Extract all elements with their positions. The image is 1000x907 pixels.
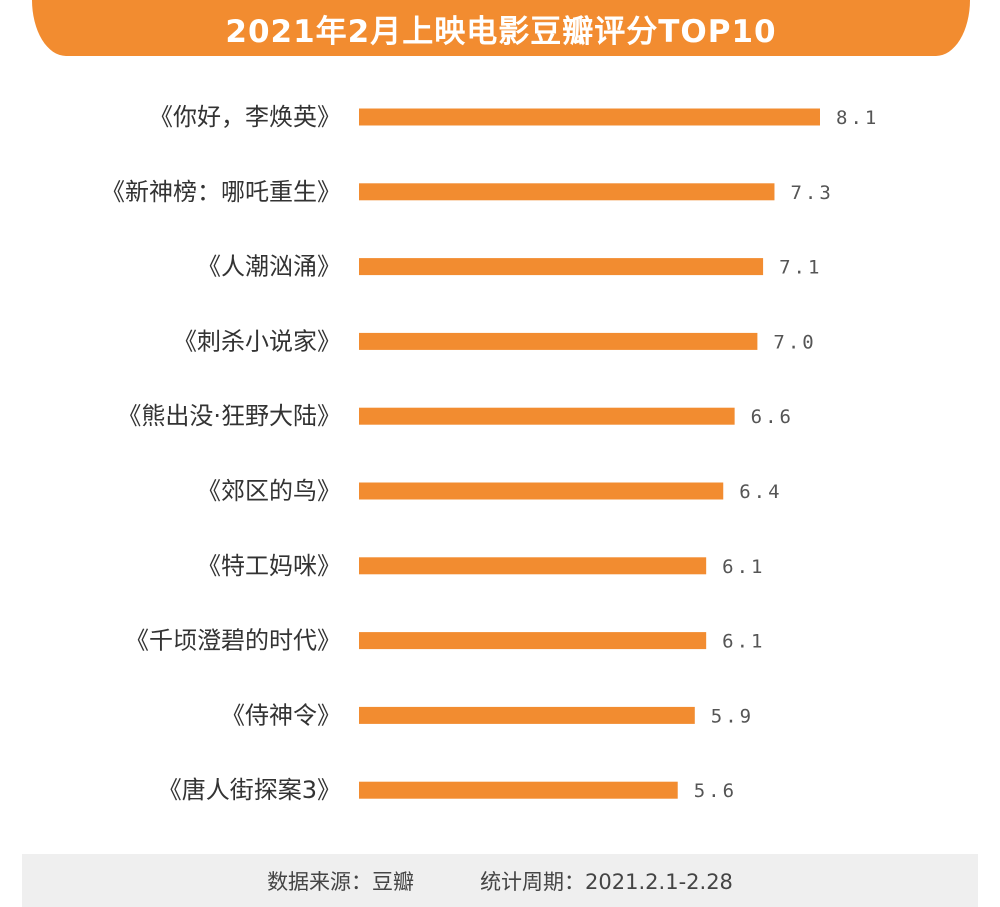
value-label: 6.1 (722, 631, 765, 653)
bar (359, 482, 724, 500)
footer-period: 统计周期：2021.2.1-2.28 (480, 869, 733, 894)
category-label: 《侍神令》 (221, 701, 341, 729)
category-label: 《千顷澄碧的时代》 (125, 627, 341, 655)
value-label: 7.1 (779, 257, 822, 279)
bar (359, 183, 775, 201)
bar (359, 632, 707, 650)
title-banner: 2021年2月上映电影豆瓣评分TOP10 (32, 0, 970, 56)
bar (359, 332, 758, 350)
category-label: 《特工妈咪》 (197, 552, 341, 580)
bar-chart: 《你好，李焕英》 8.1 《新神榜：哪吒重生》 7.3 《人潮汹涌》 7.1 《刺杀小说家》… (101, 103, 879, 804)
category-label: 《刺杀小说家》 (173, 327, 341, 355)
value-label: 6.6 (751, 406, 794, 428)
bar (359, 407, 735, 425)
chart-title: 2021年2月上映电影豆瓣评分TOP10 (225, 13, 777, 50)
category-label: 《熊出没·狂野大陆》 (117, 402, 341, 430)
bar (359, 557, 707, 575)
category-label: 《郊区的鸟》 (197, 477, 341, 505)
value-label: 7.3 (790, 182, 833, 204)
category-label: 《人潮汹涌》 (197, 253, 341, 281)
category-label: 《唐人街探案3》 (158, 776, 341, 804)
bar (359, 781, 678, 799)
bar (359, 706, 695, 724)
value-label: 6.1 (722, 556, 765, 578)
value-label: 5.6 (694, 780, 737, 802)
bar (359, 258, 764, 276)
value-label: 8.1 (836, 107, 879, 129)
value-label: 6.4 (739, 481, 782, 503)
footer-source: 数据来源：豆瓣 (267, 869, 415, 894)
footer: 数据来源：豆瓣 统计周期：2021.2.1-2.28 (22, 854, 978, 907)
category-label: 《你好，李焕英》 (149, 103, 341, 131)
bar (359, 108, 820, 126)
category-label: 《新神榜：哪吒重生》 (101, 178, 341, 206)
value-label: 5.9 (711, 705, 754, 727)
value-label: 7.0 (773, 331, 816, 353)
